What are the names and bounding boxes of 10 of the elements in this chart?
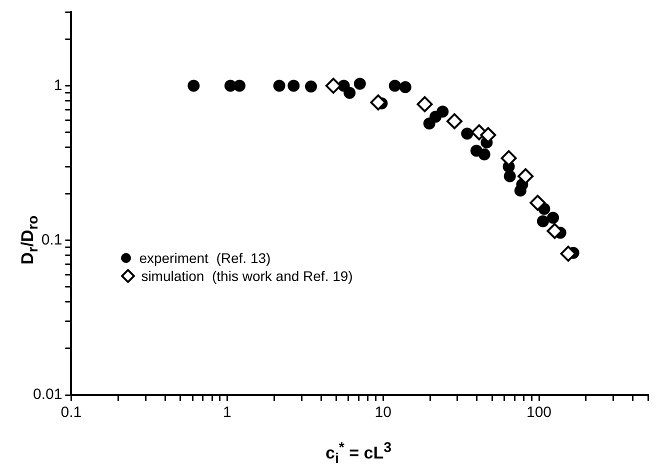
- y-tick-label: 1: [54, 76, 62, 94]
- legend-label: simulation (this work and Ref. 19): [141, 268, 353, 284]
- y-tick-label: 0.01: [32, 386, 62, 404]
- x-axis-title: c$_{i}$$^{*}$ = cL$^{3}$: [324, 440, 392, 468]
- legend-label: experiment (Ref. 13): [139, 250, 271, 266]
- x-tick-label: 1: [222, 404, 232, 422]
- y-tick-label: 0.1: [41, 232, 62, 249]
- x-tick-label: 10: [374, 404, 392, 422]
- x-tick-label: 100: [526, 404, 552, 422]
- x-tick-label: 0.1: [60, 404, 82, 422]
